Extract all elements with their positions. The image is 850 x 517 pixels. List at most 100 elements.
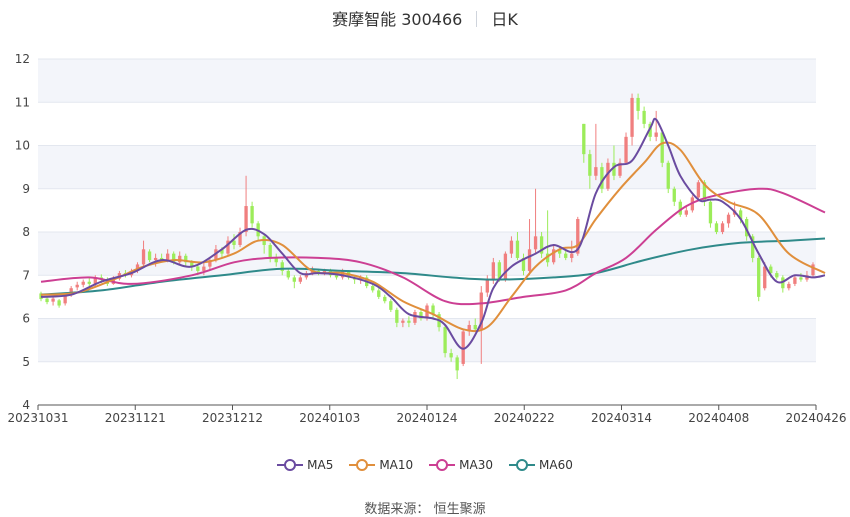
stock-name-code: 赛摩智能 300466: [332, 10, 463, 29]
candle-body: [159, 257, 164, 261]
candle-body: [708, 201, 713, 224]
x-tick-label: 20240408: [688, 411, 749, 425]
candle-body: [533, 236, 538, 250]
candle-body: [769, 266, 773, 274]
candle-body: [787, 283, 791, 289]
candle-body: [340, 270, 345, 278]
candle-body: [250, 206, 254, 224]
candle-body: [539, 236, 544, 254]
candle-body: [268, 244, 272, 258]
legend-item-ma30[interactable]: MA30: [429, 458, 493, 472]
candle-body: [172, 253, 176, 263]
candle-body: [606, 162, 610, 189]
candle-body: [811, 264, 815, 276]
candle-body: [757, 257, 761, 297]
candle-body: [576, 219, 580, 254]
candle-body: [660, 132, 664, 163]
candle-body: [751, 236, 755, 258]
candle-body: [588, 154, 592, 176]
candle-body: [473, 324, 477, 330]
x-tick-label: 20240314: [591, 411, 652, 425]
candle-body: [274, 257, 278, 263]
candle-body: [738, 210, 743, 220]
candle-body: [141, 249, 146, 265]
candle-body: [383, 296, 387, 302]
period-label: 日K: [491, 10, 518, 29]
candle-body: [389, 301, 393, 310]
candle-body: [407, 320, 411, 323]
legend-marker-icon: [429, 459, 456, 471]
y-tick-label: 10: [15, 139, 30, 153]
candle-body: [672, 188, 676, 202]
candle-body: [153, 257, 158, 261]
candle-body: [558, 249, 562, 254]
legend-item-ma5[interactable]: MA5: [277, 458, 333, 472]
x-tick-label: 20240124: [396, 411, 457, 425]
legend-label: MA60: [539, 458, 573, 472]
candle-body: [570, 253, 574, 258]
candle-body: [75, 284, 79, 288]
candle-body: [600, 167, 604, 189]
candle-body: [244, 206, 248, 232]
plot-band: [38, 318, 816, 362]
candle-body: [515, 240, 520, 258]
candle-body: [226, 240, 230, 254]
legend-item-ma60[interactable]: MA60: [509, 458, 573, 472]
candle-body: [594, 167, 598, 176]
x-axis: 20231031 20231121 20231212 20240103 20240124…: [7, 404, 847, 425]
candle-body: [232, 240, 236, 245]
candle-body: [166, 253, 170, 261]
y-axis-ticks: 4 5 6 7 8 9 10 11 12: [15, 52, 30, 412]
legend-label: MA10: [379, 458, 414, 472]
source-label: 数据来源：: [364, 502, 430, 517]
candle-body: [666, 162, 670, 189]
legend-item-ma10[interactable]: MA10: [349, 458, 413, 472]
candle-body: [654, 132, 658, 137]
x-tick-label: 20231031: [7, 411, 68, 425]
candle-body: [497, 262, 502, 280]
candle-body: [775, 273, 779, 278]
candle-body: [401, 320, 405, 323]
candle-body: [503, 253, 508, 280]
moving-average-lines: [40, 117, 826, 350]
candle-body: [135, 264, 140, 271]
candle-body: [238, 232, 242, 245]
candle-body: [310, 270, 315, 274]
ma5-line: [40, 117, 826, 350]
candle-body: [624, 136, 628, 163]
candles: [39, 93, 815, 380]
y-tick-label: 5: [22, 355, 30, 369]
candle-body: [630, 97, 634, 137]
candle-body: [720, 223, 725, 232]
candle-body: [545, 253, 550, 263]
y-tick-label: 8: [22, 225, 30, 239]
candle-body: [208, 260, 212, 267]
candle-body: [443, 327, 447, 354]
candle-body: [147, 251, 152, 261]
y-tick-label: 9: [22, 182, 30, 196]
candle-body: [413, 312, 417, 323]
y-tick-label: 6: [22, 312, 30, 326]
candle-body: [509, 240, 514, 254]
y-tick-label: 7: [22, 268, 30, 282]
source-name: 恒生聚源: [433, 502, 486, 517]
x-tick-label: 20240426: [785, 411, 846, 425]
legend-marker-icon: [509, 459, 536, 471]
candle-body: [395, 309, 399, 323]
candle-body: [612, 162, 616, 176]
chart-title: 赛摩智能 300466 日K: [0, 6, 850, 30]
candle-body: [298, 277, 303, 282]
candle-body: [642, 110, 646, 124]
plot-bands: [38, 59, 816, 362]
ma30-line: [40, 187, 826, 306]
candle-body: [582, 123, 586, 155]
candle-body: [93, 277, 97, 284]
candle-body: [359, 277, 363, 280]
candle-body: [527, 249, 532, 271]
legend-marker-icon: [277, 459, 304, 471]
candle-body: [178, 255, 182, 263]
x-tick-label: 20231121: [105, 411, 166, 425]
data-source: 数据来源： 恒生聚源: [0, 498, 850, 517]
x-tick-label: 20231212: [202, 411, 263, 425]
